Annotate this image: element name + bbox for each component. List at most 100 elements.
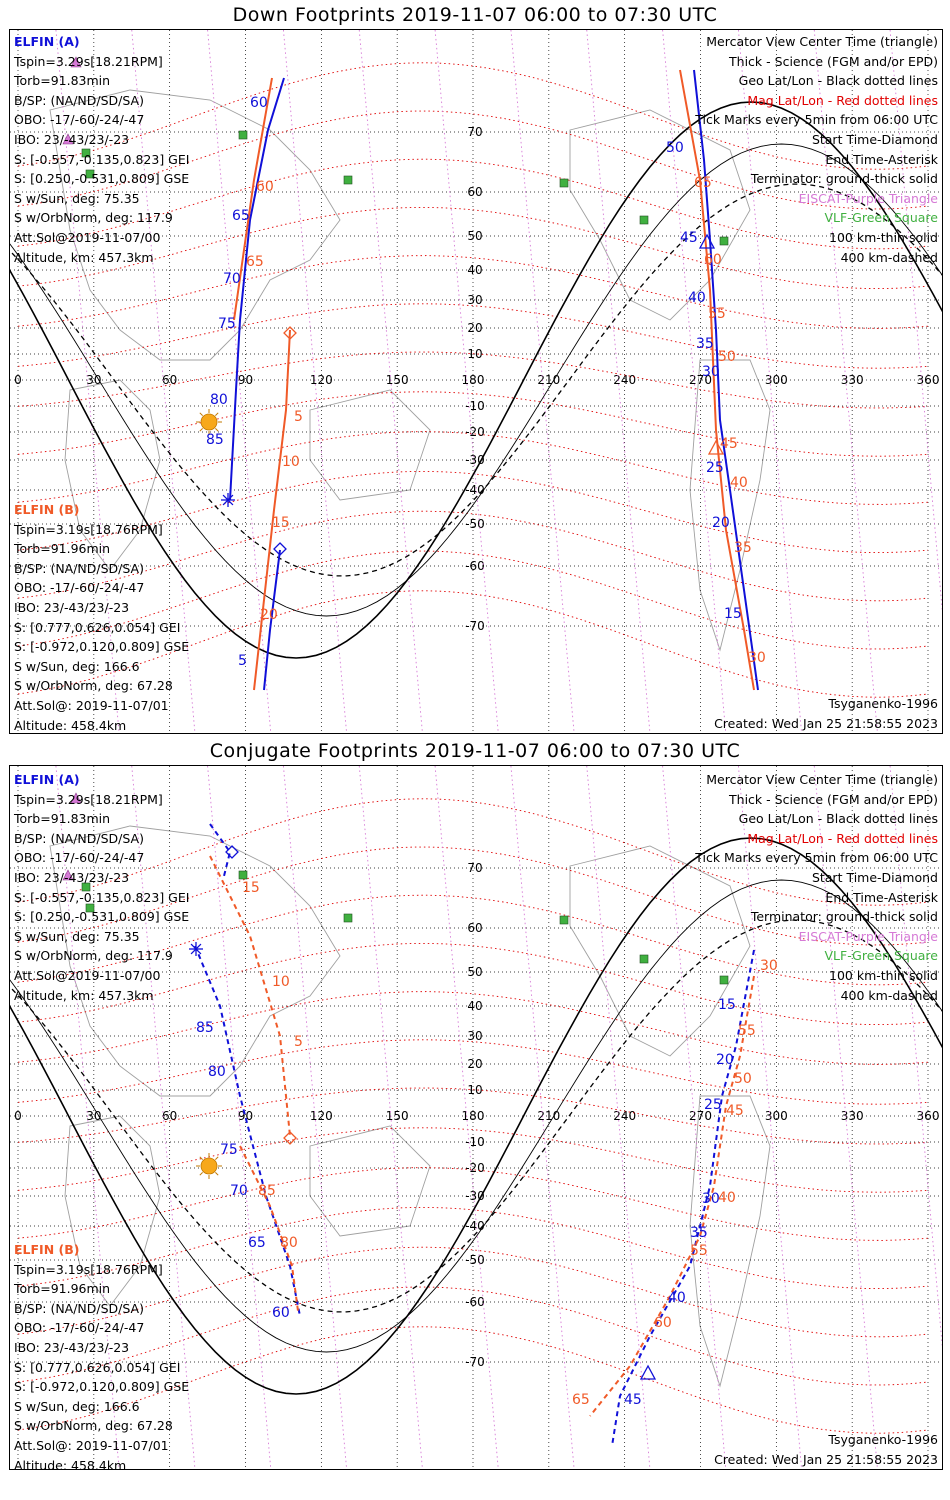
elfin-a-line: IBO: 23/-43/23/-23: [14, 869, 130, 885]
elfin-a-tick-label: 80: [210, 392, 228, 408]
legend-item: Mag Lat/Lon - Red dotted lines: [747, 92, 938, 108]
terminator-400km: [10, 183, 942, 577]
elfin-b-tick-label: 80: [280, 1235, 298, 1251]
mag-lat-line: [17, 1167, 929, 1241]
start-diamond-icon: [273, 542, 287, 556]
lon-tick-label: 180: [462, 1109, 485, 1123]
lon-tick-label: 60: [162, 1109, 177, 1123]
created-label: Created: Wed Jan 25 21:58:55 2023: [714, 1452, 938, 1467]
mag-lon-line: [207, 30, 272, 733]
elfin-b-line: S w/Sun, deg: 166.6: [14, 1398, 140, 1414]
elfin-a-tick-label: 40: [688, 290, 706, 306]
mag-lon-line: [434, 30, 499, 733]
lon-tick-label: 30: [86, 1109, 101, 1123]
mag-lat-line: [17, 894, 929, 986]
lat-tick-label: -10: [465, 399, 485, 413]
elfin-b-line: B/SP: (NA/ND/SD/SA): [14, 1300, 144, 1316]
elfin-a-tick-label: 30: [702, 1191, 720, 1207]
elfin-a-tick-label: 85: [206, 432, 224, 448]
mag-lon-line: [662, 766, 727, 1469]
mag-lon-line: [813, 30, 878, 733]
sun-ray: [199, 1156, 203, 1160]
start-diamond-icon: [283, 1131, 297, 1145]
elfin-b-line: S: [-0.972,0.120,0.809] GSE: [14, 639, 190, 655]
elfin-a-tick-label: 5: [238, 653, 247, 669]
elfin-b-line: S: [0.777,0.626,0.054] GEI: [14, 1359, 181, 1375]
elfin-a-tick-label: 35: [690, 1225, 708, 1241]
elfin-a-line: Tspin=3.29s[18.21RPM]: [14, 53, 163, 69]
elfin-a-tick-label: 75: [218, 316, 236, 332]
elfin-b-line: S w/OrbNorm, deg: 67.28: [14, 678, 173, 694]
elfin-b-tick-label: 10: [282, 454, 300, 470]
lon-tick-label: 210: [537, 373, 560, 387]
elfin-b-tick-label: 15: [272, 515, 290, 531]
lon-tick-label: 240: [613, 373, 636, 387]
mag-lon-line: [737, 30, 803, 733]
legend-item: Thick - Science (FGM and/or EPD): [729, 791, 938, 807]
lon-tick-label: 90: [238, 373, 253, 387]
elfin-a-conj-track-2: [194, 945, 301, 1317]
elfin-a-tick-label: 35: [696, 336, 714, 352]
mag-lon-line: [282, 766, 348, 1469]
lat-tick-label: 30: [467, 1029, 482, 1043]
mag-lat-line: [17, 255, 929, 329]
mag-lat-line: [17, 206, 929, 290]
elfin-b-conj-track-3: [589, 975, 755, 1417]
model-label: Tsyganenko-1996: [828, 1432, 938, 1447]
elfin-a-tick-label: 65: [232, 208, 250, 224]
elfin-a-line: B/SP: (NA/ND/SD/SA): [14, 92, 144, 108]
elfin-b-conj-track-2: [239, 1145, 299, 1312]
elfin-b-tick-label: 60: [256, 179, 274, 195]
elfin-a-line: Torb=91.83min: [14, 811, 111, 827]
elfin-b-tick-label: 60: [654, 1315, 672, 1331]
terminator-ground: [10, 101, 942, 659]
lat-tick-label: -70: [465, 1355, 485, 1369]
lat-tick-label: -20: [465, 425, 485, 439]
lat-tick-label: 70: [467, 125, 482, 139]
lat-tick-label: 40: [467, 999, 482, 1013]
lat-tick-label: 20: [467, 1057, 482, 1071]
elfin-b-track-2: [253, 329, 291, 691]
elfin-a-line: S: [-0.557,-0.135,0.823] GEI: [14, 889, 190, 905]
vlf-station: [85, 903, 95, 913]
down-footprints-map: 0 30 60 90 120 150 180 210 240 270 300 330 360706050…: [10, 30, 942, 733]
lon-tick-label: 180: [462, 373, 485, 387]
eiscat-station: [70, 56, 82, 68]
vlf-station: [639, 954, 649, 964]
vlf-station: [639, 215, 649, 225]
elfin-a-line: S w/Sun, deg: 75.35: [14, 190, 140, 206]
lon-tick-label: 90: [238, 1109, 253, 1123]
elfin-a-line: S w/Sun, deg: 75.35: [14, 928, 140, 944]
mag-lat-line: [17, 1087, 929, 1145]
coastline: [64, 1115, 161, 1307]
elfin-b-tick-label: 35: [734, 540, 752, 556]
elfin-a-conj-track-3: [611, 949, 755, 1447]
lat-tick-label: -70: [465, 619, 485, 633]
sun-icon: [200, 413, 218, 431]
legend-item: Thick - Science (FGM and/or EPD): [729, 53, 938, 69]
elfin-b-tick-label: 20: [260, 607, 278, 623]
mag-lon-line: [131, 30, 196, 733]
legend-item: Terminator: ground-thick solid: [750, 171, 938, 187]
mag-lon-line: [813, 766, 878, 1469]
sun-ray: [199, 1172, 203, 1176]
mag-lon-line: [282, 30, 348, 733]
lat-tick-label: -50: [465, 517, 485, 531]
mag-lat-line: [17, 1039, 929, 1105]
elfin-a-tick-label: 85: [196, 1020, 214, 1036]
lon-tick-label: 300: [765, 373, 788, 387]
elfin-a-tick-label: 25: [706, 460, 724, 476]
elfin-b-line: Att.Sol@: 2019-11-07/01: [14, 1437, 169, 1453]
legend-item: Mag Lat/Lon - Red dotted lines: [747, 830, 938, 846]
mag-lon-line: [434, 766, 499, 1469]
elfin-a-tick-label: 50: [666, 140, 684, 156]
elfin-a-line: Torb=91.83min: [14, 73, 111, 89]
vlf-station: [238, 130, 248, 140]
lon-tick-label: 300: [765, 1109, 788, 1123]
elfin-b-line: Altitude: 458.4km: [14, 1457, 127, 1470]
legend-item: End Time-Asterisk: [825, 151, 938, 167]
legend-item: Mercator View Center Time (triangle): [706, 772, 938, 787]
view-center-triangle-icon: [639, 1364, 657, 1380]
legend-item: EISCAT-Purple Triangle: [798, 928, 938, 944]
lon-tick-label: 270: [689, 1109, 712, 1123]
